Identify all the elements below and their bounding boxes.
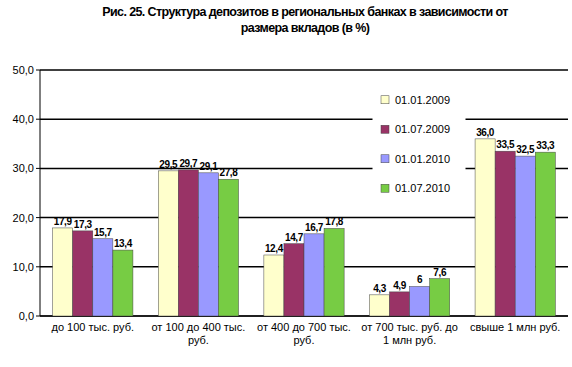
bar [198,173,218,316]
legend-swatch [381,155,389,163]
bar [390,292,410,316]
bar [304,234,324,316]
chart-title: Рис. 25. Структура депозитов в региональ… [95,4,515,36]
bar [475,139,495,316]
bars [53,139,556,316]
bar [324,228,344,316]
data-label: 29,5 [159,159,178,170]
data-label: 29,7 [179,158,198,169]
legend-label: 01.01.2009 [395,94,450,106]
category-label: от 100 до 400 тыс. руб. [148,321,250,347]
y-tick [36,316,40,317]
y-axis: 0,0 10,0 20,0 30,0 40,0 50,0 [13,64,568,322]
legend-label: 01.07.2009 [395,123,450,135]
y-tick-label: 50,0 [13,64,34,76]
bar [73,231,93,316]
data-label: 6 [417,274,423,285]
bar [515,156,535,316]
legend-label: 01.07.2010 [395,182,450,194]
bar [178,170,198,316]
legend-swatch [381,96,389,104]
y-tick [36,119,40,120]
bar [430,279,450,316]
data-labels: 17,9 29,5 12,4 4,3 36,0 17,3 29,7 14,7 4,9 33,5 15… [54,127,555,294]
y-tick-label: 40,0 [13,113,34,125]
y-tick [36,70,40,71]
data-label: 36,0 [476,127,495,138]
chart-root: Рис. 25. Структура депозитов в региональ… [0,0,572,367]
y-tick [36,168,40,169]
legend-label: 01.01.2010 [395,153,450,165]
category-label: свыше 1 млн руб. [464,321,566,334]
data-label: 7,6 [433,267,447,278]
legend-swatch [381,184,389,192]
data-label: 33,3 [536,140,555,151]
data-label: 14,7 [285,232,304,243]
category-label: от 400 до 700 тыс. руб. [253,321,355,347]
bar [158,171,178,316]
chart-svg: 0,0 10,0 20,0 30,0 40,0 50,0 17,9 29,5 12,4 4,3 36… [0,0,572,367]
bar [369,295,389,316]
y-tick [36,217,40,218]
y-tick-label: 20,0 [13,212,34,224]
data-label: 17,8 [325,216,344,227]
y-tick-label: 10,0 [13,261,34,273]
y-tick-label: 0,0 [19,310,34,322]
bar [535,152,555,316]
legend-box [373,85,465,203]
bar [113,250,133,316]
bar [218,179,238,316]
bar [495,151,515,316]
data-label: 12,4 [265,243,284,254]
data-label: 4,9 [393,280,407,291]
data-label: 13,4 [114,238,133,249]
data-label: 17,3 [74,219,93,230]
bar [53,228,73,316]
bar [264,255,284,316]
data-label: 32,5 [516,144,535,155]
data-label: 4,3 [373,283,387,294]
y-axis-line [40,70,41,316]
legend-swatch [381,125,389,133]
grid-line [40,69,568,71]
data-label: 29,1 [199,161,218,172]
bar [284,244,304,316]
category-label: до 100 тыс. руб. [42,321,144,334]
bar [410,286,430,316]
bar [93,239,113,316]
data-label: 27,8 [220,167,239,178]
y-tick [36,266,40,267]
data-label: 33,5 [496,139,515,150]
data-label: 15,7 [94,227,113,238]
category-label: от 700 тыс. руб. до 1 млн руб. [359,321,461,347]
y-tick-label: 30,0 [13,162,34,174]
legend: 01.01.2009 01.07.2009 01.01.2010 01.07.2010 [373,85,465,203]
data-label: 16,7 [305,222,324,233]
grid-line [40,118,568,120]
data-label: 17,9 [54,216,73,227]
grid [40,70,568,316]
